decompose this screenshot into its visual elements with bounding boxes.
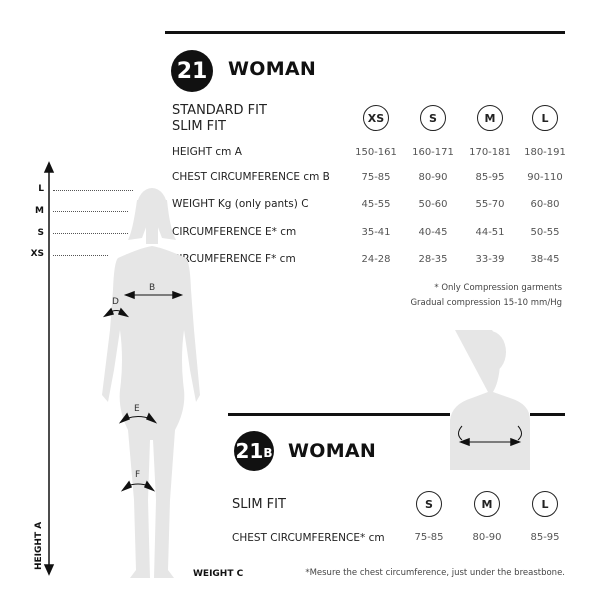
- cell: 80-90: [418, 172, 448, 183]
- arrow-e-right-icon: [146, 412, 158, 424]
- size-circle-m-21b: M: [474, 491, 500, 517]
- cell: 150-161: [355, 147, 397, 158]
- badge-letter: B: [263, 446, 273, 460]
- weight-label: WEIGHT C: [193, 569, 244, 579]
- fit-slim: SLIM FIT: [172, 119, 226, 134]
- section-badge-21: 21: [171, 50, 213, 92]
- section-badge-21b: 21 B: [234, 431, 274, 471]
- size-level-m: M: [35, 206, 44, 216]
- cell: 55-70: [475, 199, 505, 210]
- measure-label-d: D: [112, 297, 119, 307]
- size-circle-xs: XS: [363, 105, 389, 131]
- arrow-b-right-icon: [172, 290, 184, 300]
- top-divider: [165, 31, 565, 34]
- cell: 44-51: [475, 227, 505, 238]
- cell: 50-55: [530, 227, 560, 238]
- size-line-l: [53, 190, 133, 191]
- footnote-gradual: Gradual compression 15-10 mm/Hg: [410, 298, 562, 308]
- cell: 45-55: [361, 199, 391, 210]
- cell: 40-45: [418, 227, 448, 238]
- arrow-d-right-icon: [117, 307, 130, 318]
- size-level-xs: XS: [30, 249, 44, 259]
- height-arrow-up-icon: [43, 161, 55, 173]
- fit-standard: STANDARD FIT: [172, 103, 267, 118]
- cell: 28-35: [418, 254, 448, 265]
- cell: 35-41: [361, 227, 391, 238]
- height-arrow-down-icon: [43, 564, 55, 576]
- cell: 75-85: [361, 172, 391, 183]
- woman-silhouette: [102, 188, 530, 578]
- cell: 85-95: [475, 172, 505, 183]
- cell: 75-85: [414, 532, 444, 543]
- size-line-xs: [53, 255, 108, 256]
- arrow-f-right-icon: [144, 480, 156, 492]
- arrow-e-left-icon: [118, 412, 130, 424]
- section-title: WOMAN: [228, 58, 317, 80]
- size-circle-m: M: [477, 105, 503, 131]
- size-circle-s: S: [420, 105, 446, 131]
- footnote-chest: *Mesure the chest circumference, just un…: [305, 568, 565, 578]
- measure-label-b: B: [149, 283, 156, 293]
- section-21b-divider-right: [530, 413, 565, 416]
- row-label: CIRCUMFERENCE F* cm: [172, 253, 296, 265]
- cell: 60-80: [530, 199, 560, 210]
- row-label: WEIGHT Kg (only pants) C: [172, 198, 309, 210]
- row-label: CHEST CIRCUMFERENCE* cm: [232, 532, 385, 544]
- measure-label-e: E: [134, 404, 140, 414]
- size-level-l: L: [38, 184, 44, 194]
- cell: 38-45: [530, 254, 560, 265]
- row-label: HEIGHT cm A: [172, 146, 242, 158]
- badge-number: 21: [235, 439, 264, 463]
- section-21b-title: WOMAN: [288, 440, 377, 462]
- size-circle-l: L: [532, 105, 558, 131]
- footnote-compression: * Only Compression garments: [434, 283, 562, 293]
- size-level-s: S: [37, 228, 44, 238]
- row-label: CHEST CIRCUMFERENCE cm B: [172, 171, 330, 183]
- cell: 50-60: [418, 199, 448, 210]
- cell: 160-171: [412, 147, 454, 158]
- measure-label-f: F: [135, 470, 141, 480]
- size-circle-s-21b: S: [416, 491, 442, 517]
- section-21b-divider-left: [228, 413, 450, 416]
- chest-arrow-right-icon: [510, 437, 522, 447]
- cell: 180-191: [524, 147, 566, 158]
- cell: 24-28: [361, 254, 391, 265]
- cell: 85-95: [530, 532, 560, 543]
- arrow-b-left-icon: [123, 290, 135, 300]
- cell: 33-39: [475, 254, 505, 265]
- measure-arrows: [43, 161, 522, 576]
- chest-arrow-left-icon: [458, 437, 470, 447]
- row-label: CIRCUMFERENCE E* cm: [172, 226, 297, 238]
- arrow-f-left-icon: [120, 480, 132, 492]
- size-circle-l-21b: L: [532, 491, 558, 517]
- size-line-s: [53, 233, 128, 234]
- size-line-m: [53, 211, 128, 212]
- height-label: HEIGHT A: [34, 521, 44, 570]
- cell: 90-110: [527, 172, 563, 183]
- fit-slim-21b: SLIM FIT: [232, 497, 286, 512]
- cell: 80-90: [472, 532, 502, 543]
- arrow-d-left-icon: [102, 307, 115, 318]
- cell: 170-181: [469, 147, 511, 158]
